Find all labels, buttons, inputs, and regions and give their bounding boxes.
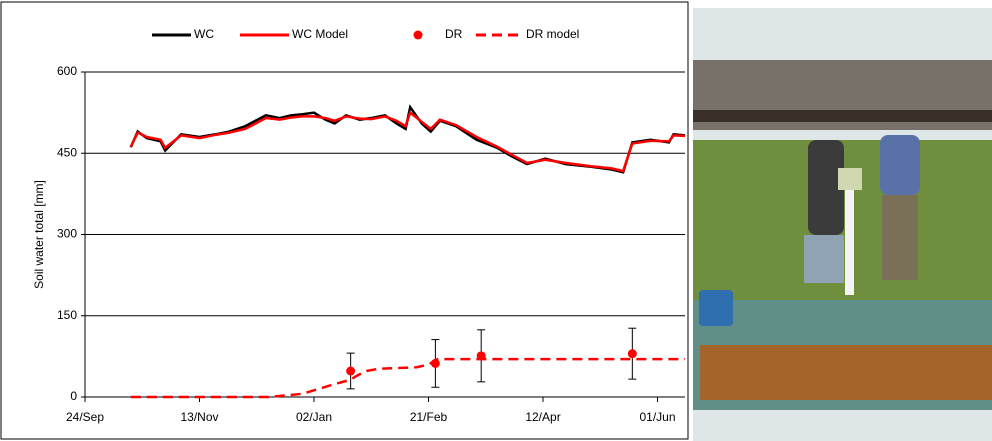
photo-vine <box>693 110 992 122</box>
y-axis-label: Soil water total [mm] <box>32 180 46 289</box>
legend-label: WC Model <box>292 27 348 41</box>
photo-person-legs <box>804 235 844 283</box>
data-point <box>628 349 637 358</box>
y-tick-label: 600 <box>57 64 77 78</box>
photo-probe <box>845 185 854 295</box>
x-tick-label: 12/Apr <box>525 410 560 424</box>
page: 0 150 300 450 600 24/Sep 13/Nov 02/Jan 21/Feb 12/… <box>0 0 992 441</box>
photo-person-legs <box>882 195 918 280</box>
y-tick-label: 450 <box>57 145 77 159</box>
figure: 0 150 300 450 600 24/Sep 13/Nov 02/Jan 21/Feb 12/… <box>0 0 992 441</box>
legend-label: WC <box>194 27 214 41</box>
x-tick-label: 02/Jan <box>296 410 332 424</box>
photo-soil <box>700 345 992 400</box>
legend-marker <box>414 31 423 40</box>
y-tick-label: 0 <box>70 389 77 403</box>
data-point <box>346 367 355 376</box>
x-tick-label: 13/Nov <box>180 410 218 424</box>
x-tick-label: 24/Sep <box>66 410 104 424</box>
chart-frame <box>1 2 688 439</box>
photo-person <box>880 135 920 195</box>
x-tick-label: 01/Jun <box>640 410 676 424</box>
legend-label: DR model <box>526 27 579 41</box>
photo-bucket <box>699 290 733 326</box>
photo-box <box>838 168 862 190</box>
legend-label: DR <box>445 27 463 41</box>
y-tick-label: 150 <box>57 308 77 322</box>
photo <box>693 8 992 441</box>
x-tick-label: 21/Feb <box>410 410 448 424</box>
y-tick-label: 300 <box>57 227 77 241</box>
